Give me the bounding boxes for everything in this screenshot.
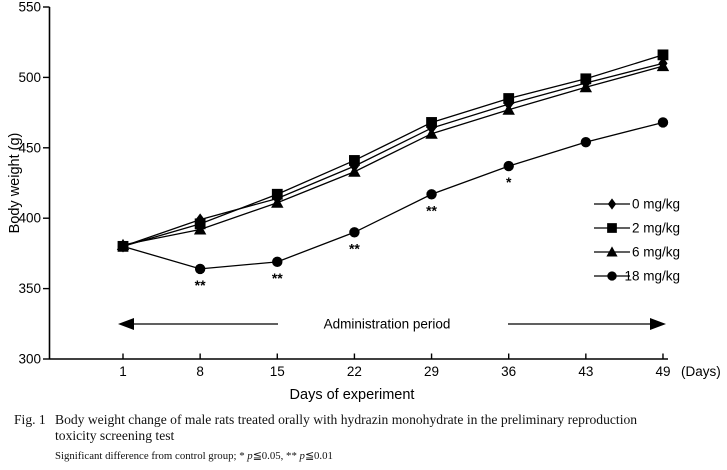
series-line bbox=[122, 121, 664, 270]
series-line bbox=[122, 54, 664, 247]
legend-label: 2 mg/kg bbox=[632, 221, 680, 236]
caption-line1: Body weight change of male rats treated … bbox=[55, 412, 638, 427]
data-point-marker bbox=[426, 189, 437, 200]
y-tick-label: 300 bbox=[18, 352, 41, 367]
data-point-marker bbox=[348, 165, 361, 177]
legend-diamond-icon bbox=[607, 198, 617, 210]
legend-label: 18 mg/kg bbox=[624, 269, 680, 284]
y-axis-title: Body weight (g) bbox=[7, 133, 23, 234]
significance-label: ** bbox=[272, 270, 283, 286]
legend-label: 6 mg/kg bbox=[632, 245, 680, 260]
legend-label: 0 mg/kg bbox=[632, 197, 680, 212]
data-point-marker bbox=[580, 136, 592, 148]
x-tick-label: 36 bbox=[501, 364, 516, 379]
data-point-marker bbox=[272, 256, 283, 268]
caption-line2: toxicity screening test bbox=[55, 428, 175, 444]
y-tick-label: 550 bbox=[18, 0, 41, 15]
x-axis-title: Days of experiment bbox=[290, 387, 415, 403]
footnote-prefix: Significant difference from control grou… bbox=[55, 449, 248, 462]
footnote-mid: ≦0.05, ** bbox=[252, 449, 300, 462]
data-point-marker bbox=[194, 263, 206, 275]
x-tick-label: 43 bbox=[578, 364, 593, 379]
legend-circle-icon bbox=[607, 271, 617, 281]
y-tick-label: 500 bbox=[18, 70, 41, 85]
x-tick-label: 29 bbox=[424, 364, 439, 379]
x-tick-label: 8 bbox=[196, 364, 204, 379]
figure-caption: Fig. 1 Body weight change of male rats t… bbox=[0, 412, 727, 445]
data-point-marker bbox=[425, 127, 438, 139]
data-point-marker bbox=[502, 103, 515, 115]
x-tick-label: 22 bbox=[347, 364, 362, 379]
y-tick-label: 350 bbox=[18, 281, 41, 296]
data-point-marker bbox=[503, 93, 515, 104]
figure-label: Fig. 1 bbox=[14, 412, 46, 427]
significance-label: * bbox=[506, 174, 512, 190]
x-axis-unit-label: (Days) bbox=[681, 364, 721, 379]
footnote-p1: p bbox=[247, 449, 253, 462]
data-point-marker bbox=[349, 155, 360, 166]
data-point-marker bbox=[579, 81, 593, 93]
footnote-p2: p bbox=[299, 449, 305, 462]
data-point-marker bbox=[117, 241, 129, 252]
data-point-marker bbox=[193, 223, 207, 235]
x-tick-label: 15 bbox=[270, 364, 285, 379]
data-point-marker bbox=[271, 188, 283, 200]
significance-footnote: Significant difference from control grou… bbox=[55, 449, 727, 462]
footnote-end: ≦0.01 bbox=[304, 449, 333, 462]
series-line bbox=[122, 62, 664, 247]
significance-label: ** bbox=[426, 202, 437, 218]
significance-label: ** bbox=[349, 240, 360, 256]
y-tick-label: 400 bbox=[18, 211, 41, 226]
data-point-marker bbox=[426, 117, 437, 128]
series-line bbox=[122, 65, 664, 246]
legend-triangle-icon bbox=[606, 246, 618, 257]
x-tick-label: 49 bbox=[655, 364, 670, 379]
caption-text: Body weight change of male rats treated … bbox=[55, 412, 727, 445]
data-point-marker bbox=[349, 227, 360, 238]
left-arrowhead-icon bbox=[118, 318, 134, 330]
data-point-marker bbox=[657, 117, 669, 128]
right-arrowhead-icon bbox=[650, 318, 666, 330]
legend-square-icon bbox=[607, 223, 617, 233]
data-point-marker bbox=[271, 196, 284, 208]
x-tick-label: 1 bbox=[119, 364, 127, 379]
y-tick-label: 450 bbox=[18, 140, 41, 155]
significance-label: ** bbox=[195, 277, 206, 293]
data-point-marker bbox=[656, 59, 670, 72]
administration-period-label: Administration period bbox=[324, 317, 451, 332]
data-point-marker bbox=[657, 49, 669, 61]
data-point-marker bbox=[503, 160, 514, 172]
data-point-marker bbox=[580, 73, 592, 85]
body-weight-line-chart: 300 350 400 450 500 550 1 8 15 22 29 36 43 49 (Days) Bo… bbox=[7, 0, 721, 403]
